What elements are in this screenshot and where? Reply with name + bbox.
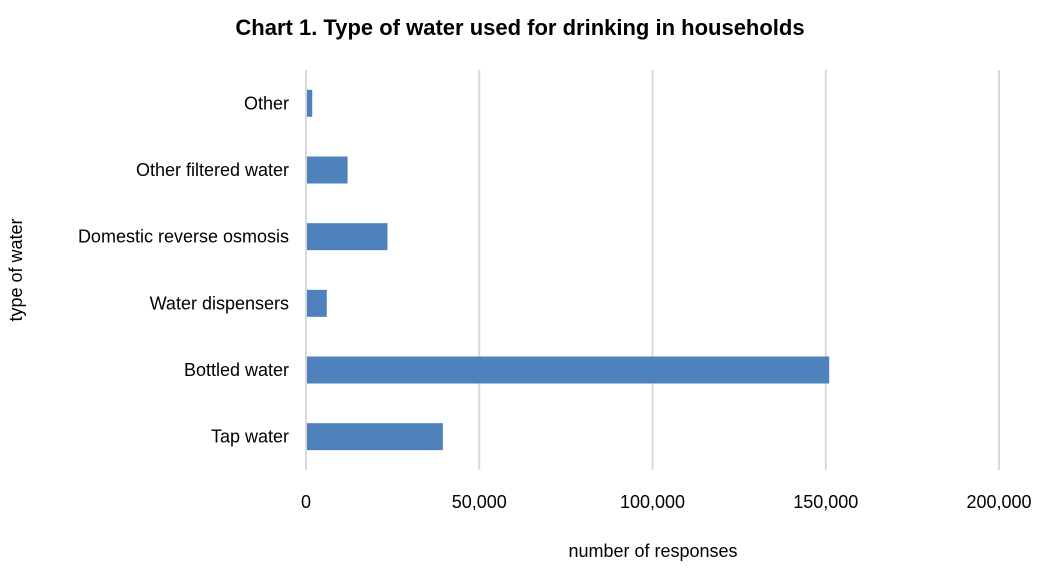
category-label: Domestic reverse osmosis bbox=[78, 227, 289, 247]
y-axis-title: type of water bbox=[6, 218, 26, 321]
category-labels: Tap water Bottled water Water dispensers Do… bbox=[78, 93, 289, 446]
chart-title: Chart 1. Type of water used for drinking… bbox=[235, 15, 804, 40]
x-tick-label: 200,000 bbox=[966, 492, 1031, 512]
bar bbox=[307, 156, 348, 184]
x-tick-label: 0 bbox=[301, 492, 311, 512]
category-label: Bottled water bbox=[184, 360, 289, 380]
x-tick-labels: 0 50,000 100,000 150,000 200,000 bbox=[301, 492, 1032, 512]
x-axis-title: number of responses bbox=[568, 541, 737, 561]
x-tick-label: 100,000 bbox=[620, 492, 685, 512]
category-label: Other filtered water bbox=[136, 160, 289, 180]
bar bbox=[307, 423, 443, 451]
x-tick-label: 50,000 bbox=[452, 492, 507, 512]
bar bbox=[307, 356, 830, 384]
bars bbox=[307, 89, 830, 451]
category-label: Water dispensers bbox=[150, 293, 289, 313]
gridlines bbox=[305, 70, 1000, 470]
x-tick-label: 150,000 bbox=[793, 492, 858, 512]
bar bbox=[307, 89, 313, 117]
category-label: Tap water bbox=[211, 427, 289, 447]
bar bbox=[307, 223, 388, 251]
bar bbox=[307, 289, 327, 317]
category-label: Other bbox=[244, 93, 289, 113]
